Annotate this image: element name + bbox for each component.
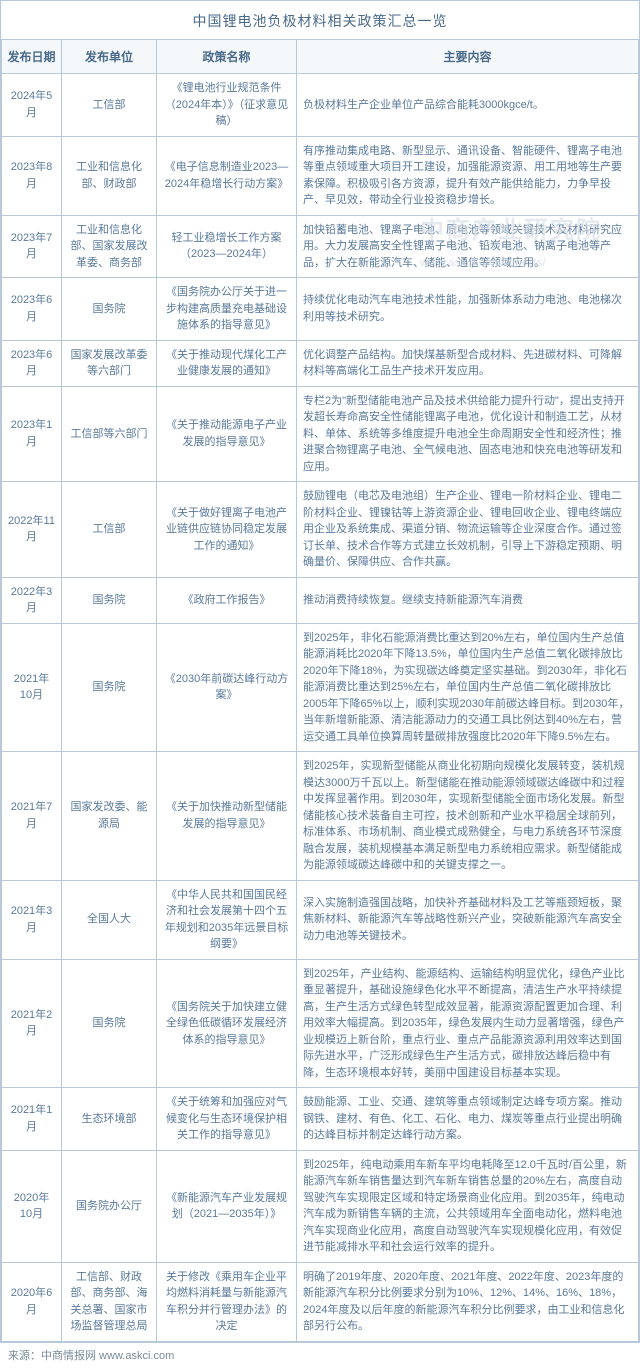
cell-content: 持续优化电动汽车电池技术性能，加强新体系动力电池、电池梯次利用等技术研究。: [297, 278, 639, 341]
table-header-row: 发布日期 发布单位 政策名称 主要内容: [2, 40, 639, 74]
cell-policy: 《电子信息制造业2023—2024年稳增长行动方案》: [157, 136, 297, 215]
cell-policy: 《关于统筹和加强应对气候变化与生态环境保护相关工作的指导意见》: [157, 1088, 297, 1151]
source-attribution: 来源：中商情报网 www.askci.com: [0, 1343, 640, 1369]
cell-dept: 国务院: [62, 959, 157, 1088]
table-row: 2021年3月全国人大《中华人民共和国国民经济和社会发展第十四个五年规划和203…: [2, 880, 639, 959]
cell-dept: 国家发改委、能源局: [62, 752, 157, 881]
cell-content: 负极材料生产企业单位产品综合能耗3000kgce/t。: [297, 74, 639, 137]
table-row: 2021年1月生态环境部《关于统筹和加强应对气候变化与生态环境保护相关工作的指导…: [2, 1088, 639, 1151]
cell-content: 推动消费持续恢复。继续支持新能源汽车消费: [297, 577, 639, 623]
cell-dept: 工信部等六部门: [62, 386, 157, 482]
cell-content: 有序推动集成电路、新型显示、通讯设备、智能硬件、锂离子电池等重点领域重大项目开工…: [297, 136, 639, 215]
cell-date: 2023年6月: [2, 340, 62, 386]
cell-dept: 工信部: [62, 74, 157, 137]
cell-content: 鼓励能源、工业、交通、建筑等重点领域制定达峰专项方案。推动钢铁、建材、有色、化工…: [297, 1088, 639, 1151]
table-row: 2023年7月工业和信息化部、国家发展改革委、商务部轻工业稳增长工作方案（202…: [2, 215, 639, 278]
cell-dept: 国务院: [62, 278, 157, 341]
cell-policy: 《政府工作报告》: [157, 577, 297, 623]
cell-date: 2021年1月: [2, 1088, 62, 1151]
cell-policy: 《中华人民共和国国民经济和社会发展第十四个五年规划和2035年远景目标纲要》: [157, 880, 297, 959]
table-body: 2024年5月工信部《锂电池行业规范条件（2024年本）》（征求意见稿）负极材料…: [2, 74, 639, 1342]
cell-policy: 《2030年前碳达峰行动方案》: [157, 623, 297, 752]
table-row: 2020年6月工信部、财政部、商务部、海关总署、国家市场监督管理总局关于修改《乘…: [2, 1262, 639, 1341]
cell-policy: 《关于推动现代煤化工产业健康发展的通知》: [157, 340, 297, 386]
cell-policy: 《关于推动能源电子产业发展的指导意见》: [157, 386, 297, 482]
cell-policy: 《关于加快推动新型储能发展的指导意见》: [157, 752, 297, 881]
cell-dept: 国家发展改革委等六部门: [62, 340, 157, 386]
cell-date: 2023年7月: [2, 215, 62, 278]
col-date: 发布日期: [2, 40, 62, 74]
table-row: 2023年6月国家发展改革委等六部门《关于推动现代煤化工产业健康发展的通知》优化…: [2, 340, 639, 386]
cell-date: 2022年11月: [2, 482, 62, 578]
cell-dept: 国务院: [62, 623, 157, 752]
table-row: 2021年2月国务院《国务院关于加快建立健全绿色低碳循环发展经济体系的指导意见》…: [2, 959, 639, 1088]
cell-policy: 《国务院关于加快建立健全绿色低碳循环发展经济体系的指导意见》: [157, 959, 297, 1088]
table-title: 中国锂电池负极材料相关政策汇总一览: [1, 1, 639, 39]
cell-dept: 全国人大: [62, 880, 157, 959]
cell-policy: 《关于做好锂离子电池产业链供应链协同稳定发展工作的通知》: [157, 482, 297, 578]
cell-dept: 工信部、财政部、商务部、海关总署、国家市场监督管理总局: [62, 1262, 157, 1341]
table-row: 2022年11月工信部《关于做好锂离子电池产业链供应链协同稳定发展工作的通知》鼓…: [2, 482, 639, 578]
cell-policy: 《国务院办公厅关于进一步构建高质量充电基础设施体系的指导意见》: [157, 278, 297, 341]
table-row: 2021年10月国务院《2030年前碳达峰行动方案》到2025年，非化石能源消费…: [2, 623, 639, 752]
cell-date: 2024年5月: [2, 74, 62, 137]
cell-date: 2022年3月: [2, 577, 62, 623]
cell-dept: 工业和信息化部、国家发展改革委、商务部: [62, 215, 157, 278]
cell-date: 2021年2月: [2, 959, 62, 1088]
policy-table-container: 中国锂电池负极材料相关政策汇总一览 发布日期 发布单位 政策名称 主要内容 20…: [0, 0, 640, 1343]
cell-dept: 国务院办公厅: [62, 1150, 157, 1262]
table-row: 2020年10月国务院办公厅《新能源汽车产业发展规划（2021—2035年）》到…: [2, 1150, 639, 1262]
col-content: 主要内容: [297, 40, 639, 74]
cell-content: 到2025年，非化石能源消费比重达到20%左右，单位国内生产总值能源消耗比202…: [297, 623, 639, 752]
cell-date: 2020年10月: [2, 1150, 62, 1262]
cell-content: 加快铅蓄电池、锂离子电池、原电池等领域关键技术及材料研究应用。大力发展高安全性锂…: [297, 215, 639, 278]
table-row: 2024年5月工信部《锂电池行业规范条件（2024年本）》（征求意见稿）负极材料…: [2, 74, 639, 137]
cell-dept: 生态环境部: [62, 1088, 157, 1151]
cell-date: 2023年1月: [2, 386, 62, 482]
cell-date: 2021年3月: [2, 880, 62, 959]
cell-policy: 轻工业稳增长工作方案（2023—2024年）: [157, 215, 297, 278]
table-row: 2022年3月国务院《政府工作报告》推动消费持续恢复。继续支持新能源汽车消费: [2, 577, 639, 623]
col-dept: 发布单位: [62, 40, 157, 74]
table-row: 2023年6月国务院《国务院办公厅关于进一步构建高质量充电基础设施体系的指导意见…: [2, 278, 639, 341]
cell-content: 鼓励锂电（电芯及电池组）生产企业、锂电一阶材料企业、锂电二阶材料企业、锂镍钴等上…: [297, 482, 639, 578]
cell-date: 2021年10月: [2, 623, 62, 752]
cell-content: 到2025年，实现新型储能从商业化初期向规模化发展转变，装机规模达3000万千瓦…: [297, 752, 639, 881]
policy-table: 发布日期 发布单位 政策名称 主要内容 2024年5月工信部《锂电池行业规范条件…: [1, 39, 639, 1342]
col-policy: 政策名称: [157, 40, 297, 74]
cell-content: 深入实施制造强国战略，加快补齐基础材料及工艺等瓶颈短板，聚焦新材料、新能源汽车等…: [297, 880, 639, 959]
cell-content: 专栏2为"新型储能电池产品及技术供给能力提升行动"，提出支持开发超长寿命高安全性…: [297, 386, 639, 482]
cell-policy: 《新能源汽车产业发展规划（2021—2035年）》: [157, 1150, 297, 1262]
table-row: 2023年1月工信部等六部门《关于推动能源电子产业发展的指导意见》专栏2为"新型…: [2, 386, 639, 482]
cell-content: 明确了2019年度、2020年度、2021年度、2022年度、2023年度的新能…: [297, 1262, 639, 1341]
cell-policy: 《锂电池行业规范条件（2024年本）》（征求意见稿）: [157, 74, 297, 137]
cell-content: 到2025年，产业结构、能源结构、运输结构明显优化，绿色产业比重显著提升，基础设…: [297, 959, 639, 1088]
cell-dept: 工信部: [62, 482, 157, 578]
cell-date: 2023年6月: [2, 278, 62, 341]
cell-content: 优化调整产品结构。加快煤基新型合成材料、先进碳材料、可降解材料等高端化工品生产技…: [297, 340, 639, 386]
table-row: 2021年7月国家发改委、能源局《关于加快推动新型储能发展的指导意见》到2025…: [2, 752, 639, 881]
cell-dept: 国务院: [62, 577, 157, 623]
cell-date: 2021年7月: [2, 752, 62, 881]
cell-date: 2023年8月: [2, 136, 62, 215]
cell-dept: 工业和信息化部、财政部: [62, 136, 157, 215]
cell-policy: 关于修改《乘用车企业平均燃料消耗量与新能源汽车积分并行管理办法》的决定: [157, 1262, 297, 1341]
cell-content: 到2025年，纯电动乘用车新车平均电耗降至12.0千瓦时/百公里，新能源汽车新车…: [297, 1150, 639, 1262]
table-row: 2023年8月工业和信息化部、财政部《电子信息制造业2023—2024年稳增长行…: [2, 136, 639, 215]
cell-date: 2020年6月: [2, 1262, 62, 1341]
